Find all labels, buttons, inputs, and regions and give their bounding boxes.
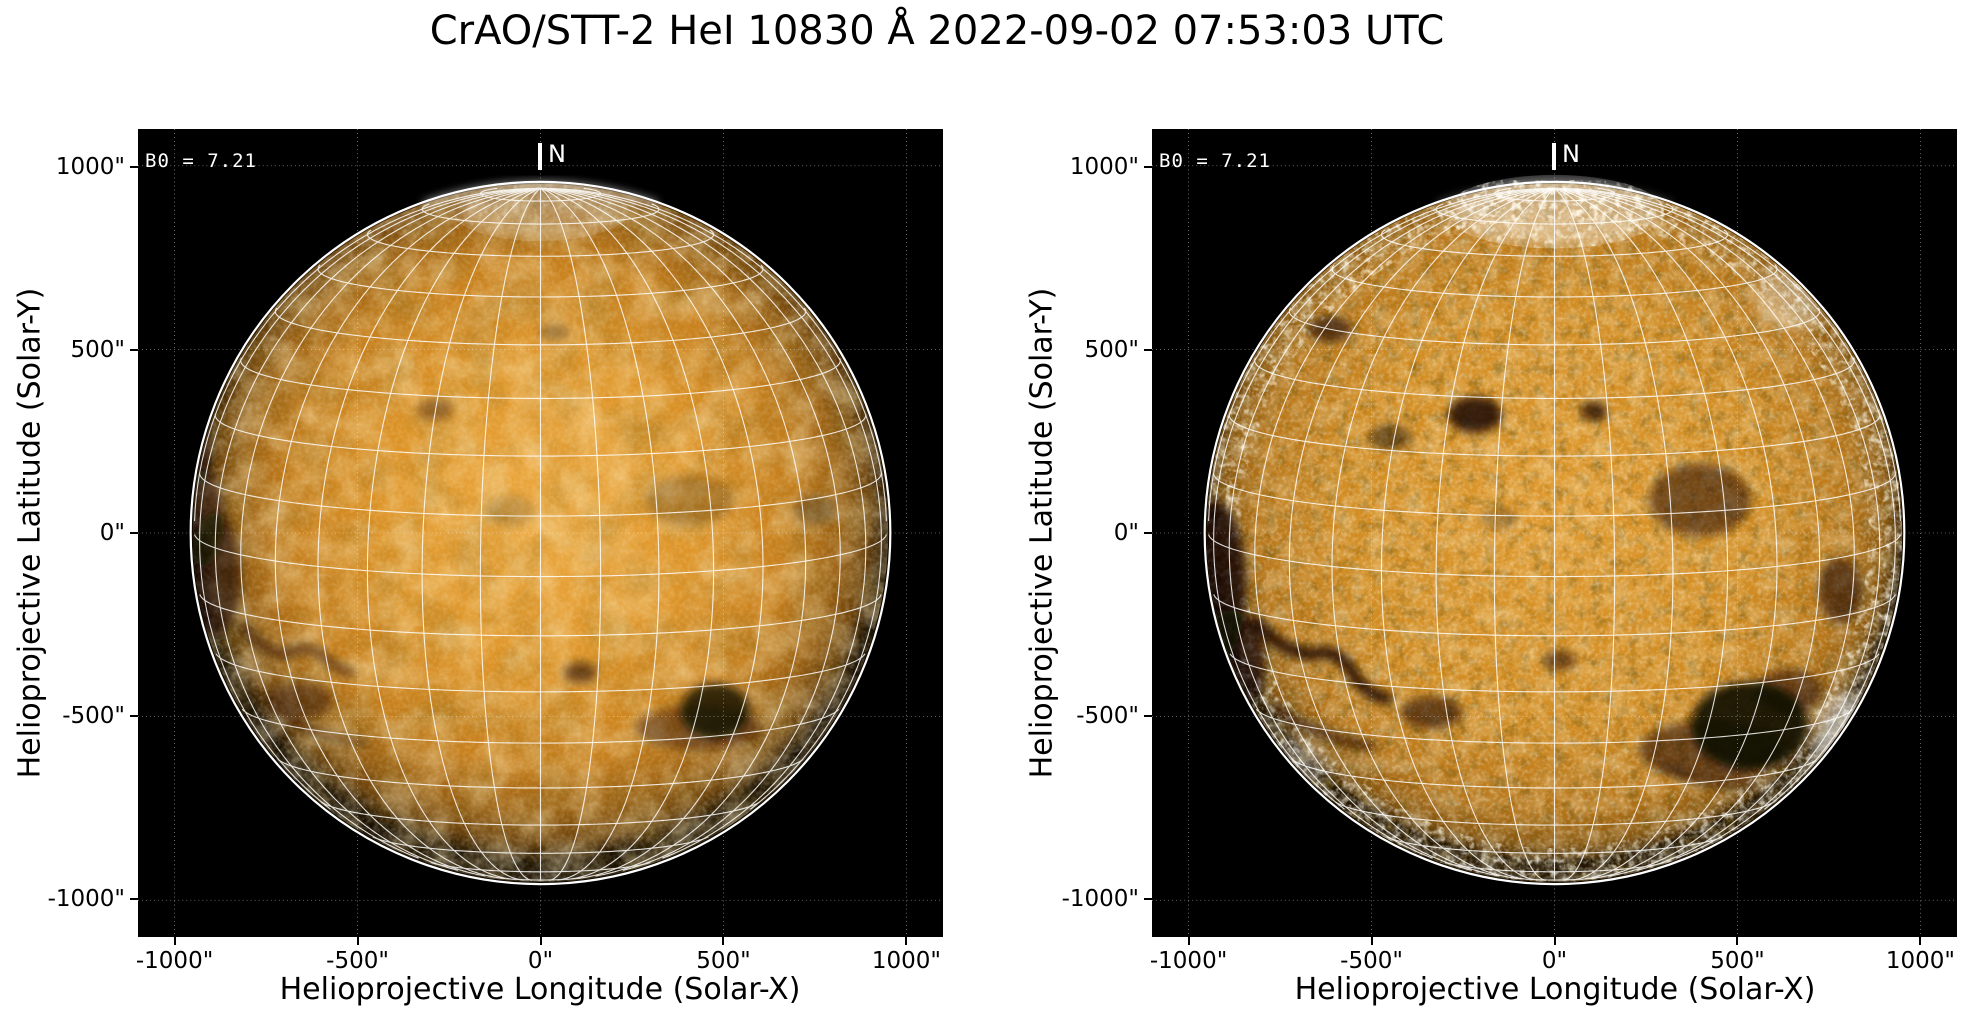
x-tick-label: 500" (696, 948, 751, 974)
y-tick-label: 1000" (55, 154, 125, 181)
sun-disk-plot-left (138, 129, 943, 937)
x-tick-mark (1187, 937, 1190, 945)
x-tick-label: 500" (1710, 948, 1765, 974)
y-tick-mark (130, 532, 138, 534)
x-tick-mark (722, 937, 725, 945)
x-tick-mark (1370, 937, 1373, 945)
x-tick-mark (905, 937, 908, 945)
x-tick-mark (173, 937, 176, 945)
north-marker-label: N (1562, 140, 1580, 168)
y-tick-label: 0" (1113, 520, 1139, 546)
y-tick-mark (1144, 714, 1152, 717)
x-tick-label: -500" (1340, 948, 1403, 974)
y-tick-mark (1144, 532, 1152, 534)
y-axis-label-right: Helioprojective Latitude (Solar-Y) (1024, 287, 1060, 779)
x-tick-label: 1000" (871, 948, 941, 974)
x-tick-label: -500" (326, 948, 389, 974)
y-tick-label: 500" (1084, 337, 1139, 364)
x-tick-mark (539, 937, 542, 945)
y-tick-mark (130, 349, 138, 352)
y-axis-label-left: Helioprojective Latitude (Solar-Y) (12, 287, 48, 779)
y-tick-label: 1000" (1069, 154, 1139, 181)
x-axis-label-left: Helioprojective Longitude (Solar-X) (279, 972, 801, 1007)
y-tick-label: -500" (62, 702, 125, 729)
x-axis-label-right: Helioprojective Longitude (Solar-X) (1294, 972, 1816, 1007)
figure-title: CrAO/STT-2 HeI 10830 Å 2022-09-02 07:53:… (429, 8, 1445, 54)
y-tick-label: 500" (70, 337, 125, 364)
y-tick-mark (1144, 897, 1152, 900)
y-tick-mark (130, 714, 138, 717)
x-tick-label: 0" (1541, 948, 1568, 974)
x-tick-mark (1919, 937, 1922, 945)
x-tick-label: 1000" (1885, 948, 1955, 974)
y-tick-mark (1144, 349, 1152, 352)
y-tick-mark (1144, 166, 1152, 169)
x-tick-mark (1736, 937, 1739, 945)
sun-disk-plot-right (1152, 129, 1957, 937)
y-tick-label: -1000" (47, 885, 125, 912)
b0-annotation: B0 = 7.21 (145, 150, 257, 172)
north-marker-label: N (548, 140, 566, 168)
north-marker-line (1552, 143, 1556, 170)
x-tick-label: 0" (527, 948, 554, 974)
y-tick-mark (130, 897, 138, 900)
y-tick-mark (130, 166, 138, 169)
north-marker-line (538, 143, 542, 170)
x-tick-mark (356, 937, 359, 945)
b0-annotation: B0 = 7.21 (1159, 150, 1271, 172)
x-tick-mark (1553, 937, 1556, 945)
x-tick-label: -1000" (135, 948, 214, 974)
panel-right-sun-map: B0 = 7.21 N (1152, 129, 1957, 937)
panel-left-sun-map: B0 = 7.21 N (138, 129, 943, 937)
y-tick-label: -1000" (1061, 885, 1139, 912)
y-tick-label: 0" (99, 520, 125, 546)
y-tick-label: -500" (1076, 702, 1139, 729)
x-tick-label: -1000" (1149, 948, 1228, 974)
